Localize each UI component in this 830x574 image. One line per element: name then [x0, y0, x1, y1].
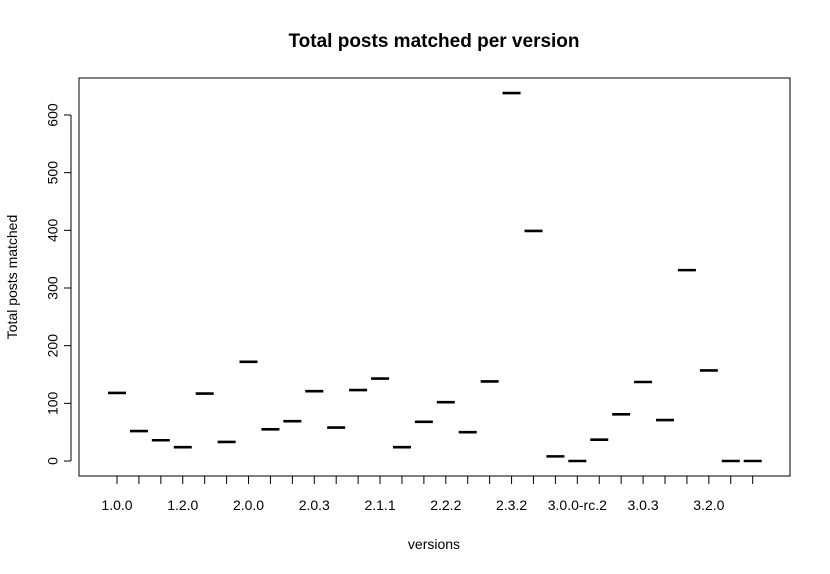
chart-title: Total posts matched per version [288, 31, 579, 52]
x-tick-label: 3.2.0 [693, 497, 724, 513]
x-tick-label: 2.1.1 [364, 497, 395, 513]
x-tick-label: 2.0.0 [233, 497, 264, 513]
y-tick-label: 600 [45, 103, 61, 127]
x-tick-label: 3.0.0-rc.2 [548, 497, 607, 513]
y-tick-label: 500 [45, 161, 61, 185]
x-axis: 1.0.0 1.2.0 2.0.0 2.0.3 2.1.1 2.2.2 2.3.2 3.0.0… [101, 475, 754, 513]
x-tick-label: 2.0.3 [299, 497, 330, 513]
x-tick-label: 2.2.2 [430, 497, 461, 513]
y-tick-label: 400 [45, 218, 61, 242]
x-tick-label: 2.3.2 [496, 497, 527, 513]
y-axis: 0 100 200 300 400 500 600 [45, 103, 72, 465]
x-tick-label: 1.2.0 [167, 497, 198, 513]
y-tick-label: 200 [45, 334, 61, 358]
plot-frame [78, 77, 791, 477]
x-tick-label: 3.0.3 [628, 497, 659, 513]
y-tick-label: 300 [45, 276, 61, 300]
x-axis-label: versions [408, 536, 460, 552]
x-tick-label: 1.0.0 [101, 497, 132, 513]
data-marks [108, 91, 762, 463]
y-tick-label: 0 [45, 457, 61, 465]
y-axis-label: Total posts matched [4, 215, 20, 340]
y-tick-label: 100 [45, 391, 61, 415]
